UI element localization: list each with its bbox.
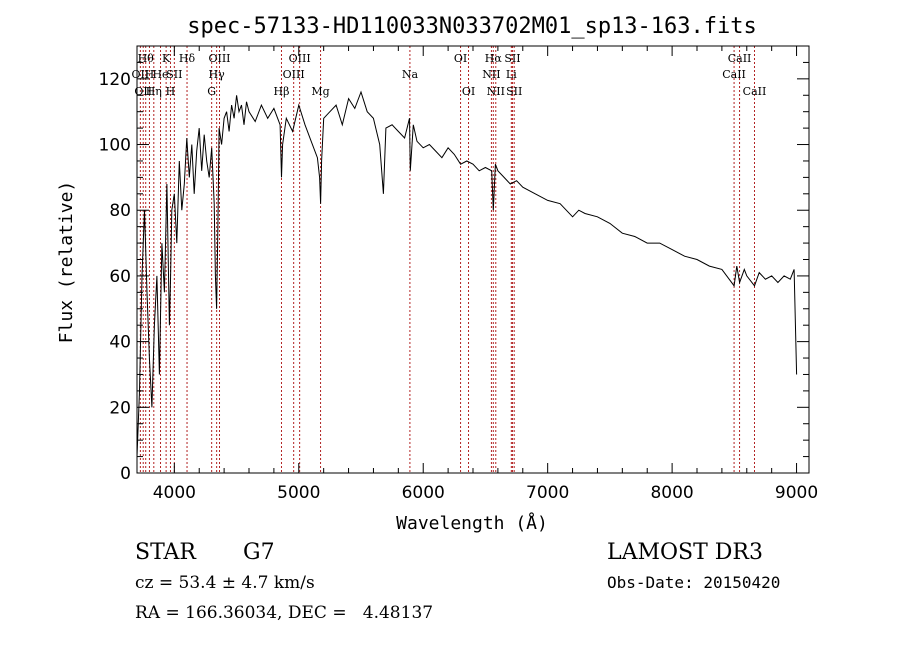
axis-ticks-layer: 4000 5000 6000 7000 8000 9000 0 20 40 60 80 100 120 — [99, 46, 818, 503]
line-marker-label-8: SII — [166, 68, 182, 81]
line-marker-label-23: Li — [506, 68, 517, 81]
line-marker-label-12: OIII — [208, 52, 230, 65]
line-marker-label-26: CaII — [722, 68, 746, 81]
line-marker-labels-layer: OIIOIIHθHHηHeKHSIIHδGHγOIIIHβOIIIOIIIMgN… — [132, 52, 767, 98]
y-axis-label: Flux (relative) — [56, 181, 77, 344]
y-tick-label-20: 20 — [109, 398, 131, 418]
line-marker-label-1: OII — [134, 85, 152, 98]
obs-date-value: Obs-Date: 20150420 — [607, 573, 781, 592]
x-tick-label-9000: 9000 — [775, 483, 818, 503]
y-tick-label-100: 100 — [99, 136, 131, 156]
y-tick-label-120: 120 — [99, 70, 131, 90]
line-marker-label-9: Hδ — [179, 52, 196, 65]
line-marker-label-10: G — [207, 85, 216, 98]
spectrum-line — [136, 90, 798, 457]
line-marker-label-0: OII — [132, 68, 150, 81]
survey-label: LAMOST DR3 — [607, 540, 763, 565]
line-marker-label-5: He — [152, 68, 168, 81]
line-marker-label-18: OI — [454, 52, 467, 65]
line-marker-label-4: Hη — [146, 85, 162, 98]
line-marker-label-22: NII — [487, 85, 505, 98]
line-marker-label-2: Hθ — [138, 52, 155, 65]
line-marker-label-21: Hα — [485, 52, 503, 65]
line-marker-label-19: OI — [462, 85, 475, 98]
subclass-label: G7 — [243, 540, 275, 565]
line-marker-label-28: CaII — [743, 85, 767, 98]
line-marker-label-25: SII — [506, 85, 522, 98]
line-marker-label-20: NII — [482, 68, 500, 81]
line-marker-label-11: Hγ — [209, 68, 226, 81]
x-tick-label-4000: 4000 — [153, 483, 196, 503]
chart-title: spec-57133-HD110033N033702M01_sp13-163.f… — [187, 14, 757, 39]
class-label: STAR — [135, 540, 196, 565]
line-marker-label-6: K — [162, 52, 171, 65]
line-marker-label-3: H — [145, 68, 155, 81]
plot-frame — [136, 45, 810, 474]
x-tick-label-7000: 7000 — [526, 483, 569, 503]
line-marker-label-17: Na — [402, 68, 419, 81]
line-marker-label-15: OIII — [289, 52, 311, 65]
x-tick-label-8000: 8000 — [650, 483, 693, 503]
line-marker-label-16: Mg — [311, 85, 329, 98]
coords-value: RA = 166.36034, DEC = 4.48137 — [135, 603, 434, 623]
y-tick-label-40: 40 — [109, 333, 131, 353]
line-marker-label-27: CaII — [728, 52, 752, 65]
x-tick-label-6000: 6000 — [402, 483, 445, 503]
x-axis-label: Wavelength (Å) — [396, 512, 548, 534]
x-tick-label-5000: 5000 — [277, 483, 320, 503]
y-tick-label-0: 0 — [120, 464, 131, 484]
y-tick-label-80: 80 — [109, 201, 131, 221]
y-tick-label-60: 60 — [109, 267, 131, 287]
line-marker-label-13: Hβ — [274, 85, 290, 98]
line-markers-layer — [139, 46, 755, 473]
cz-value: cz = 53.4 ± 4.7 km/s — [135, 573, 315, 593]
line-marker-label-7: H — [166, 85, 176, 98]
line-marker-label-24: SII — [504, 52, 520, 65]
line-marker-label-14: OIII — [283, 68, 305, 81]
